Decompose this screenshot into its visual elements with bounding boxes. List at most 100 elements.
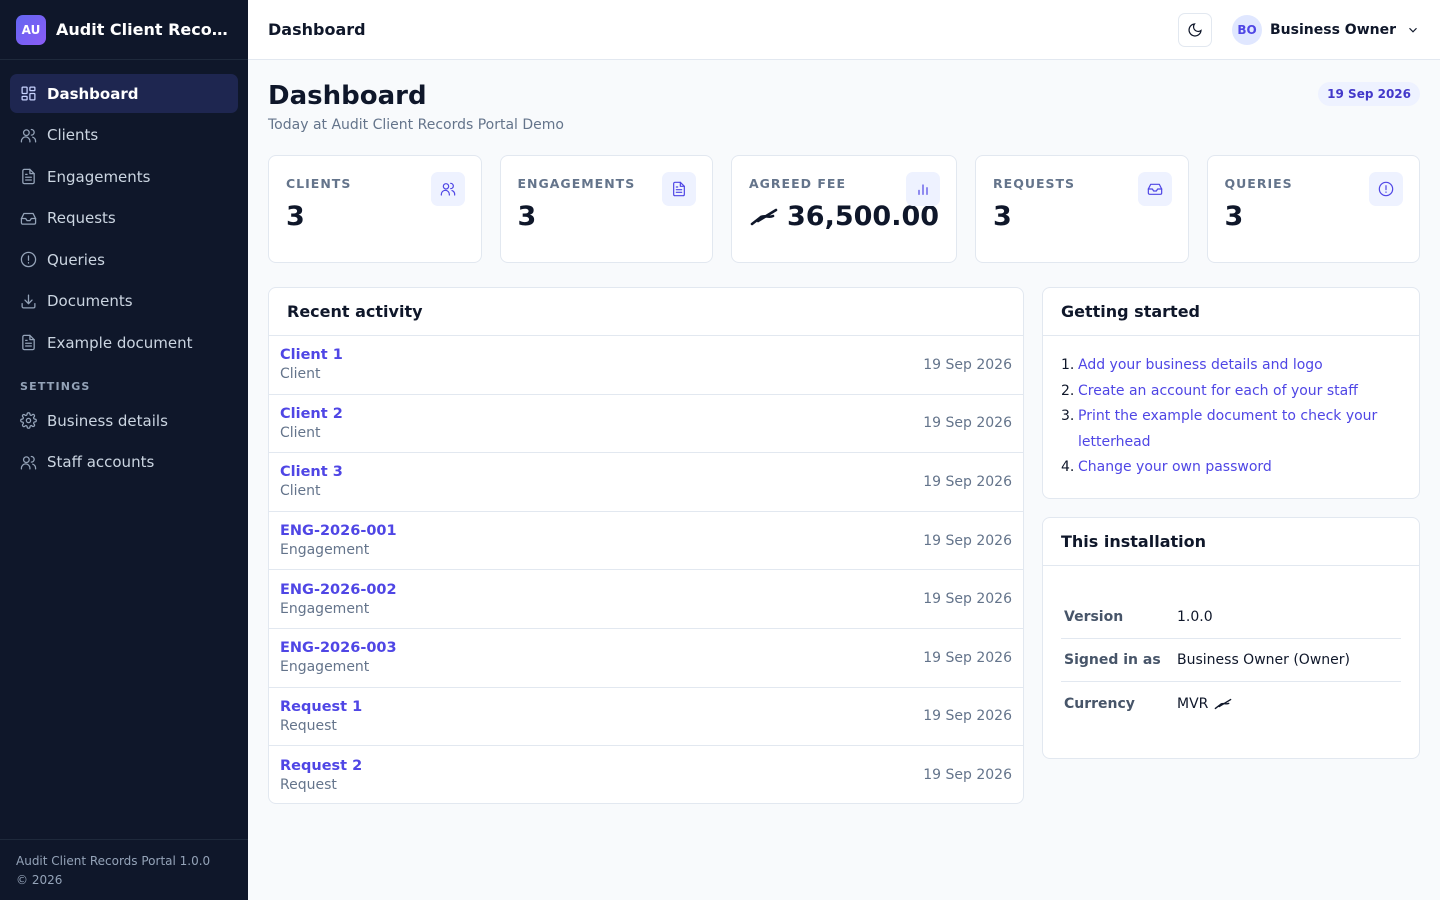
- alert-circle-icon: [20, 251, 37, 268]
- grid-icon: [21, 86, 36, 101]
- activity-type: Client: [280, 483, 321, 500]
- activity-link[interactable]: Client 1: [280, 347, 343, 364]
- activity-row: ENG-2026-002 Engagement 19 Sep 2026: [269, 570, 1023, 629]
- sidebar-item-example-document[interactable]: Example document: [10, 323, 238, 362]
- inbox-icon: [20, 212, 37, 225]
- row-key: Version: [1064, 609, 1124, 625]
- row-value-text: MVR: [1177, 695, 1209, 712]
- activity-date: 19 Sep 2026: [923, 356, 1012, 373]
- stat-value-text: 3: [1224, 201, 1244, 232]
- activity-date: 19 Sep 2026: [923, 767, 1012, 784]
- activity-type: Client: [280, 366, 321, 383]
- activity-date: 19 Sep 2026: [923, 532, 1012, 549]
- step-link[interactable]: Print the example document to check your…: [1078, 408, 1378, 450]
- bar-chart-icon: [918, 184, 928, 195]
- list-item: 1. Add your business details and logo: [1061, 353, 1401, 379]
- stats-row: CLIENTS 3 ENGAGEMENTS 3 AGREED FEE 36,50…: [268, 155, 1421, 263]
- card-title: Getting started: [1043, 288, 1419, 336]
- activity-row: Request 1 Request 19 Sep 2026: [269, 688, 1023, 747]
- activity-type: Request: [280, 776, 337, 793]
- row-key: Currency: [1064, 695, 1135, 712]
- sidebar-item-label: Business details: [47, 411, 168, 430]
- activity-link[interactable]: ENG-2026-002: [280, 581, 397, 598]
- sidebar-item-label: Staff accounts: [47, 453, 155, 471]
- sidebar-item-label: Example document: [47, 333, 193, 352]
- table-row: Currency MVR: [1061, 682, 1401, 725]
- avatar: BO: [1232, 14, 1263, 45]
- gear-icon: [20, 412, 37, 429]
- step-number: 3.: [1061, 408, 1075, 424]
- user-menu[interactable]: BO Business Owner: [1232, 14, 1420, 45]
- stat-card-requests[interactable]: REQUESTS 3: [975, 155, 1189, 263]
- stat-label: CLIENTS: [286, 176, 352, 191]
- sidebar: AU Audit Client Records Portal Demo Dash…: [0, 0, 248, 900]
- stat-card-agreed-fee[interactable]: AGREED FEE 36,500.00: [731, 155, 958, 263]
- activity-date: 19 Sep 2026: [923, 473, 1012, 490]
- rufiyaa-icon: [1215, 698, 1232, 709]
- table-row: Version 1.0.0: [1061, 596, 1401, 639]
- stat-card-clients[interactable]: CLIENTS 3: [268, 155, 482, 263]
- stat-card-engagements[interactable]: ENGAGEMENTS 3: [499, 155, 713, 263]
- users-icon: [20, 128, 37, 143]
- stat-value: 3: [518, 201, 696, 232]
- step-link[interactable]: Add your business details and logo: [1078, 357, 1323, 373]
- download-icon: [21, 293, 36, 309]
- alert-circle-icon: [1378, 181, 1394, 197]
- file-text-icon: [673, 181, 685, 197]
- list-item: 3. Print the example document to check yo…: [1061, 404, 1401, 455]
- sidebar-item-dashboard[interactable]: Dashboard: [10, 74, 238, 113]
- stat-value-text: 36,500.00: [787, 201, 940, 232]
- sidebar-item-business-details[interactable]: Business details: [10, 401, 238, 440]
- card-title: Recent activity: [269, 288, 1023, 336]
- getting-started-card: Getting started 1. Add your business deta…: [1042, 287, 1420, 499]
- stat-value: 36,500.00: [749, 201, 939, 232]
- activity-row: ENG-2026-001 Engagement 19 Sep 2026: [269, 512, 1023, 571]
- sidebar-item-engagements[interactable]: Engagements: [10, 157, 238, 196]
- stat-label: ENGAGEMENTS: [517, 176, 636, 191]
- page-title: Dashboard: [268, 81, 427, 111]
- topbar: Dashboard BO Business Owner: [248, 0, 1440, 60]
- row-value-text: Business Owner (Owner): [1177, 652, 1350, 668]
- activity-type: Request: [280, 717, 337, 734]
- row-value: 1.0.0: [1177, 609, 1213, 625]
- sidebar-item-queries[interactable]: Queries: [10, 240, 238, 279]
- sidebar-item-requests[interactable]: Requests: [10, 199, 238, 238]
- activity-type: Engagement: [280, 659, 370, 676]
- activity-link[interactable]: Client 3: [280, 464, 343, 481]
- sidebar-item-documents[interactable]: Documents: [10, 282, 238, 321]
- stat-icon-box: [906, 172, 941, 206]
- activity-link[interactable]: Client 2: [280, 405, 343, 422]
- sidebar-footer: Audit Client Records Portal 1.0.0 © 2026: [0, 839, 248, 900]
- activity-row: Client 1 Client 19 Sep 2026: [269, 336, 1023, 395]
- page-subtitle: Today at Audit Client Records Portal Dem…: [268, 117, 564, 133]
- activity-link[interactable]: ENG-2026-001: [280, 523, 397, 540]
- row-key: Signed in as: [1064, 652, 1161, 668]
- file-text-icon: [22, 334, 35, 351]
- stat-label: QUERIES: [1224, 176, 1293, 191]
- stat-label: AGREED FEE: [749, 176, 846, 191]
- step-number: 4.: [1061, 459, 1075, 475]
- moon-icon: [1188, 22, 1202, 37]
- activity-link[interactable]: Request 2: [280, 757, 363, 774]
- topbar-right: BO Business Owner: [1178, 12, 1420, 47]
- activity-link[interactable]: ENG-2026-003: [280, 640, 397, 657]
- step-number: 2.: [1061, 382, 1075, 399]
- activity-row: Request 2 Request 19 Sep 2026: [269, 746, 1023, 803]
- stat-card-queries[interactable]: QUERIES 3: [1206, 155, 1421, 263]
- sidebar-item-staff-accounts[interactable]: Staff accounts: [10, 443, 238, 482]
- stat-value-text: 3: [517, 201, 537, 232]
- theme-toggle-button[interactable]: [1178, 12, 1213, 47]
- activity-row: Client 3 Client 19 Sep 2026: [269, 453, 1023, 512]
- row-value-text: 1.0.0: [1177, 609, 1213, 625]
- stat-label: REQUESTS: [993, 176, 1076, 191]
- activity-link[interactable]: Request 1: [280, 698, 363, 715]
- sidebar-nav: Dashboard Clients Engagements Requests Q…: [0, 60, 248, 482]
- step-link[interactable]: Change your own password: [1078, 459, 1272, 475]
- sidebar-item-label: Documents: [47, 292, 133, 310]
- stat-value: 3: [1225, 201, 1403, 232]
- brand[interactable]: AU Audit Client Records Portal Demo: [0, 0, 248, 60]
- recent-activity-card: Recent activity Client 1 Client 19 Sep 20…: [268, 287, 1024, 804]
- sidebar-item-clients[interactable]: Clients: [10, 116, 238, 155]
- rufiyaa-icon: [750, 208, 778, 225]
- step-link[interactable]: Create an account for each of your staff: [1078, 382, 1358, 399]
